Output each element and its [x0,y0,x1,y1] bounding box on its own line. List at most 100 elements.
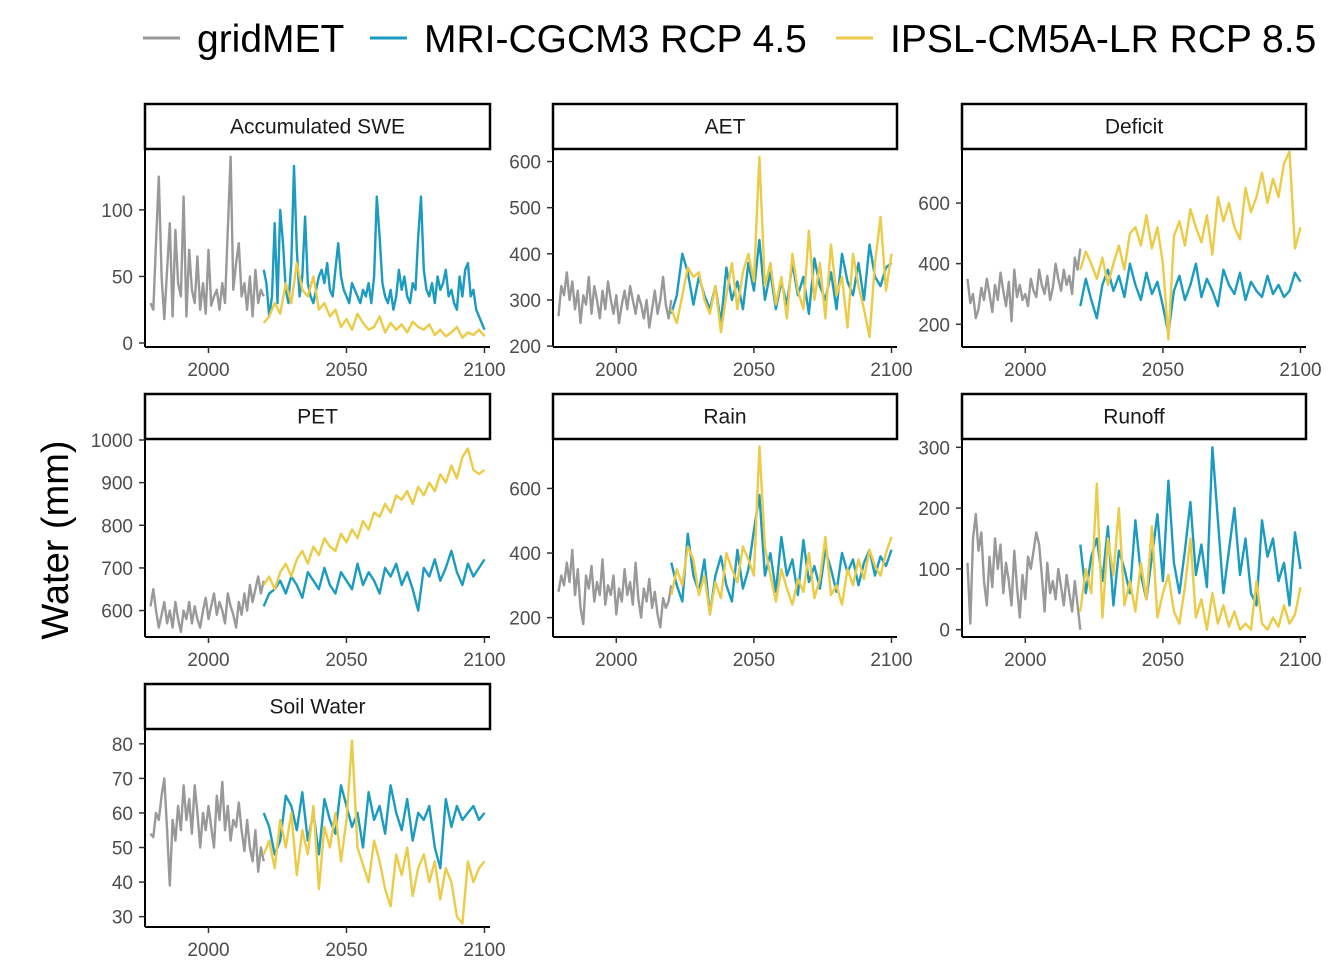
y-tick-label: 300 [509,291,541,312]
panel-title: Deficit [1105,116,1164,139]
series-line-1 [1079,262,1302,335]
x-tick-label: 2000 [1004,360,1046,381]
legend-label-2: IPSL-CM5A-LR RCP 8.5 [890,18,1316,61]
x-tick-label: 2050 [325,360,367,381]
y-tick-label: 100 [918,560,950,581]
x-tick-label: 2000 [595,650,637,671]
panel-strip [143,682,492,731]
x-tick-label: 2050 [325,650,367,671]
panel-strip [551,102,899,151]
legend: gridMET MRI-CGCM3 RCP 4.5 IPSL-CM5A-LR RCP… [143,18,1316,61]
x-tick-label: 2050 [733,360,775,381]
series-line-1 [262,164,486,331]
y-tick-label: 0 [122,334,133,355]
series-line-1 [670,493,893,616]
x-tick-label: 2100 [1279,650,1321,671]
y-tick-label: 1000 [91,431,133,452]
y-tick-label: 100 [101,201,133,222]
y-tick-label: 500 [509,199,541,220]
y-tick-label: 60 [112,804,133,825]
x-tick-label: 2100 [463,360,505,381]
series-lines [149,447,486,634]
y-tick-label: 400 [509,245,541,266]
y-tick-label: 70 [112,769,133,790]
series-lines [557,155,893,339]
panel-strip [960,102,1308,151]
y-tick-label: 400 [509,544,541,565]
panel-strip [551,392,899,441]
series-line-2 [1079,482,1302,631]
y-tick-label: 600 [509,479,541,500]
y-tick-label: 800 [101,516,133,537]
panel-5: Runoff 2000 2050 2100 0 100 200 300 [918,392,1322,671]
y-tick-label: 50 [112,267,133,288]
y-tick-label: 600 [509,153,541,174]
panel-title: Accumulated SWE [230,116,405,139]
series-line-0 [557,548,673,629]
x-tick-label: 2000 [1004,650,1046,671]
series-line-2 [1079,150,1302,341]
x-tick-label: 2100 [870,360,912,381]
panel-6: Soil Water 2000 2050 2100 30 40 50 60 70 80 [112,682,506,960]
series-lines [149,739,486,925]
series-line-0 [149,155,265,321]
x-tick-label: 2000 [187,360,229,381]
y-tick-label: 900 [101,474,133,495]
y-tick-label: 200 [509,337,541,358]
series-line-2 [262,739,486,925]
y-tick-label: 200 [509,609,541,630]
panel-strip [143,392,492,441]
y-tick-label: 200 [918,315,950,336]
y-tick-label: 700 [101,559,133,580]
series-line-0 [966,513,1082,630]
y-tick-label: 600 [101,602,133,623]
y-tick-label: 0 [939,621,950,642]
x-tick-label: 2000 [595,360,637,381]
series-lines [149,155,486,339]
series-lines [966,150,1302,341]
series-line-1 [1079,446,1302,607]
panel-title: Soil Water [269,696,365,719]
legend-label-1: MRI-CGCM3 RCP 4.5 [424,18,807,61]
y-tick-label: 30 [112,908,133,929]
x-tick-label: 2100 [1279,360,1321,381]
series-line-1 [262,784,486,870]
series-line-0 [149,777,265,887]
x-tick-label: 2000 [187,650,229,671]
panel-2: Deficit 2000 2050 2100 200 400 600 [918,102,1322,381]
y-tick-label: 600 [918,194,950,215]
series-line-2 [670,445,893,616]
panel-4: Rain 2000 2050 2100 200 400 600 [509,392,913,671]
panel-title: Runoff [1103,406,1165,429]
x-tick-label: 2050 [325,940,367,960]
y-axis-label: Water (mm) [35,440,77,639]
y-tick-label: 40 [112,873,133,894]
panel-title: PET [297,406,338,429]
y-tick-label: 80 [112,735,133,756]
y-tick-label: 400 [918,255,950,276]
panel-strip [960,392,1308,441]
series-line-0 [149,575,265,634]
legend-label-0: gridMET [197,18,344,61]
y-tick-label: 200 [918,499,950,520]
x-tick-label: 2100 [870,650,912,671]
panel-0: Accumulated SWE 2000 2050 2100 0 50 100 [101,102,506,381]
panel-1: AET 2000 2050 2100 200 300 400 500 600 [509,102,913,381]
y-tick-label: 50 [112,839,133,860]
series-line-2 [262,261,486,339]
panel-strip [143,102,492,151]
x-tick-label: 2100 [463,940,505,960]
series-lines [557,445,893,629]
panel-3: PET 2000 2050 2100 600 700 800 900 1000 [91,392,506,671]
x-tick-label: 2050 [733,650,775,671]
panel-title: Rain [703,406,746,429]
x-tick-label: 2050 [1142,360,1184,381]
series-line-0 [966,248,1082,323]
y-tick-label: 300 [918,438,950,459]
x-tick-label: 2100 [463,650,505,671]
series-line-1 [262,549,486,612]
series-line-0 [557,271,673,329]
series-line-2 [670,155,893,339]
